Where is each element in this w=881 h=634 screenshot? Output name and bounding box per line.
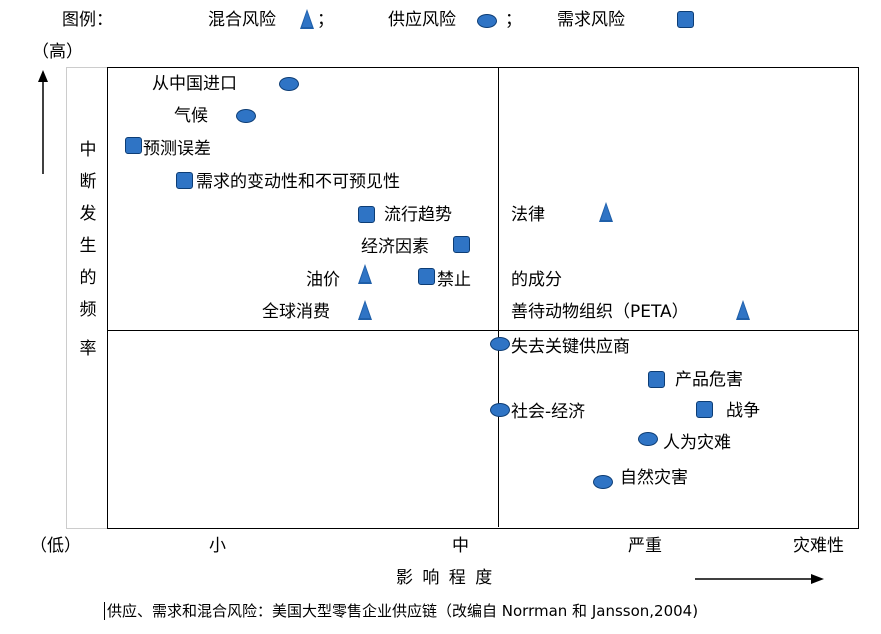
horizontal-divider bbox=[107, 330, 858, 331]
demand-risk-square-icon bbox=[696, 401, 713, 418]
mixed-risk-triangle-icon bbox=[358, 264, 372, 284]
y-title-char-2: 断 bbox=[79, 172, 97, 192]
x-tick-small: 小 bbox=[209, 536, 226, 556]
legend-supply-label: 供应风险 bbox=[388, 10, 456, 30]
quadrant-box bbox=[107, 67, 859, 529]
item-lose-supplier-label: 失去关键供应商 bbox=[511, 337, 630, 357]
legend-title: 图例： bbox=[62, 10, 113, 30]
legend-mixed-label: 混合风险 bbox=[208, 10, 276, 30]
supply-risk-circle-icon bbox=[236, 109, 256, 123]
mixed-risk-triangle-icon bbox=[599, 202, 613, 222]
legend-demand-label: 需求风险 bbox=[557, 10, 625, 30]
mixed-risk-triangle-icon bbox=[358, 300, 372, 320]
item-natural-disaster-label: 自然灾害 bbox=[620, 468, 688, 488]
y-title-char-4: 生 bbox=[79, 236, 97, 256]
item-component-label: 的成分 bbox=[511, 270, 562, 290]
item-socio-economic-label: 社会-经济 bbox=[511, 402, 586, 422]
supply-risk-circle-icon bbox=[279, 77, 299, 91]
supply-risk-circle-icon bbox=[593, 475, 613, 489]
item-economic-label: 经济因素 bbox=[361, 237, 429, 257]
x-axis-arrow bbox=[695, 574, 824, 584]
supply-risk-circle-icon bbox=[490, 337, 510, 351]
item-product-harm-label: 产品危害 bbox=[675, 370, 743, 390]
triangle-icon bbox=[300, 9, 314, 29]
item-war-label: 战争 bbox=[726, 401, 760, 421]
y-low-label: （低） bbox=[30, 536, 81, 556]
demand-risk-square-icon bbox=[453, 236, 470, 253]
item-peta-label: 善待动物组织（PETA） bbox=[511, 302, 689, 322]
x-tick-medium: 中 bbox=[452, 536, 469, 556]
y-high-label: （高） bbox=[32, 42, 83, 62]
item-china-import-label: 从中国进口 bbox=[152, 74, 237, 94]
item-climate-label: 气候 bbox=[174, 106, 208, 126]
x-axis-title: 影 响 程 度 bbox=[396, 568, 495, 588]
item-trend-label: 流行趋势 bbox=[384, 205, 452, 225]
y-title-char-3: 发 bbox=[79, 204, 97, 224]
x-tick-severe: 严重 bbox=[628, 536, 662, 556]
supply-risk-circle-icon bbox=[638, 432, 658, 446]
item-forecast-error-label: 预测误差 bbox=[143, 139, 211, 159]
y-axis-arrow bbox=[38, 70, 48, 174]
demand-risk-square-icon bbox=[358, 206, 375, 223]
item-human-disaster-label: 人为灾难 bbox=[663, 433, 731, 453]
legend-separator-2: ； bbox=[505, 10, 522, 30]
demand-risk-square-icon bbox=[125, 137, 142, 154]
square-icon bbox=[677, 11, 694, 28]
y-title-char-5: 的 bbox=[79, 268, 97, 288]
y-title-char-7: 率 bbox=[79, 339, 97, 359]
x-tick-catastrophic: 灾难性 bbox=[793, 536, 844, 556]
demand-risk-square-icon bbox=[648, 371, 665, 388]
item-ban-label: 禁止 bbox=[437, 270, 471, 290]
circle-icon bbox=[477, 14, 497, 28]
demand-risk-square-icon bbox=[418, 268, 435, 285]
item-demand-variability-label: 需求的变动性和不可预见性 bbox=[196, 172, 400, 192]
vertical-divider bbox=[498, 67, 499, 527]
item-law-label: 法律 bbox=[511, 205, 545, 225]
item-oil-label: 油价 bbox=[306, 270, 340, 290]
legend-separator: ； bbox=[317, 10, 334, 30]
figure-caption: 供应、需求和混合风险：美国大型零售企业供应链（改编自 Norrman 和 Jan… bbox=[107, 602, 699, 620]
y-title-char-1: 中 bbox=[79, 140, 97, 160]
supply-risk-circle-icon bbox=[490, 403, 510, 417]
text-cursor bbox=[104, 602, 105, 620]
mixed-risk-triangle-icon bbox=[736, 300, 750, 320]
y-title-char-6: 频 bbox=[79, 300, 97, 320]
demand-risk-square-icon bbox=[176, 172, 193, 189]
item-global-consumption-label: 全球消费 bbox=[262, 302, 330, 322]
